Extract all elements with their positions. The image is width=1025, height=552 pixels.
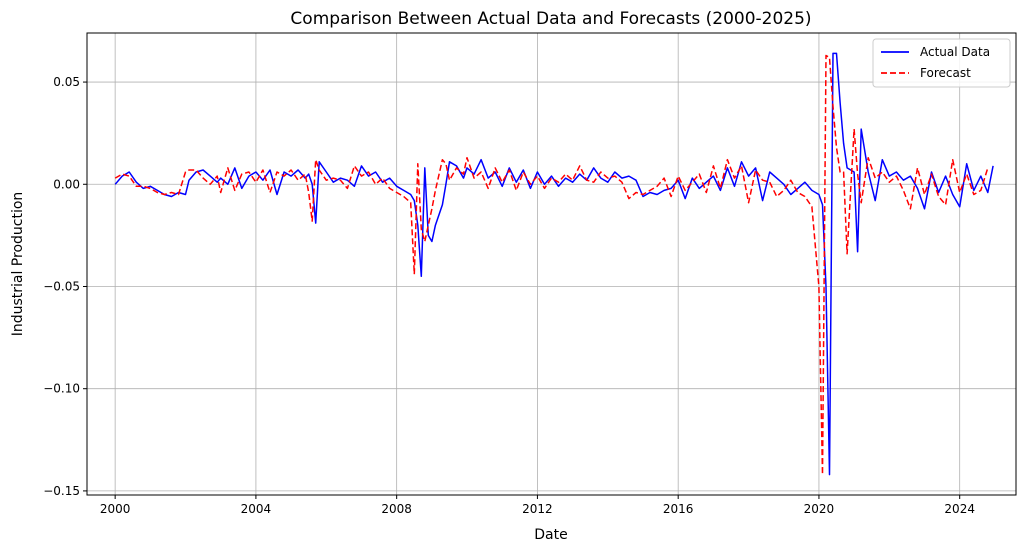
legend-label-actual-data: Actual Data	[920, 45, 990, 59]
y-tick-label: −0.15	[43, 484, 80, 498]
y-tick-label: 0.00	[53, 177, 80, 191]
series-line-actual-data	[114, 52, 994, 476]
plot-frame	[86, 32, 1017, 496]
legend-label-forecast: Forecast	[920, 66, 971, 80]
y-tick-label: −0.05	[43, 279, 80, 293]
x-tick-label: 2012	[522, 502, 553, 516]
series-lines	[114, 52, 994, 476]
x-tick-label: 2024	[944, 502, 975, 516]
x-tick-label: 2008	[381, 502, 412, 516]
x-tick-label: 2004	[241, 502, 272, 516]
y-tick-label: 0.05	[53, 75, 80, 89]
x-axis-label: Date	[534, 527, 567, 543]
y-tick-label: −0.10	[43, 382, 80, 396]
x-tick-label: 2020	[804, 502, 835, 516]
x-tick-label: 2000	[100, 502, 131, 516]
legend: Actual Data Forecast	[872, 38, 1011, 88]
y-axis-label: Industrial Production	[10, 192, 26, 337]
axis-ticks: 2000 2004 2008 2012 2016 2020 2024 0.05 0.00 −0.0…	[43, 75, 975, 516]
legend-box	[872, 38, 1011, 88]
x-tick-label: 2016	[663, 502, 694, 516]
grid-lines	[87, 33, 1016, 495]
series-line-forecast	[114, 54, 989, 476]
chart-title: Comparison Between Actual Data and Forec…	[290, 9, 811, 29]
